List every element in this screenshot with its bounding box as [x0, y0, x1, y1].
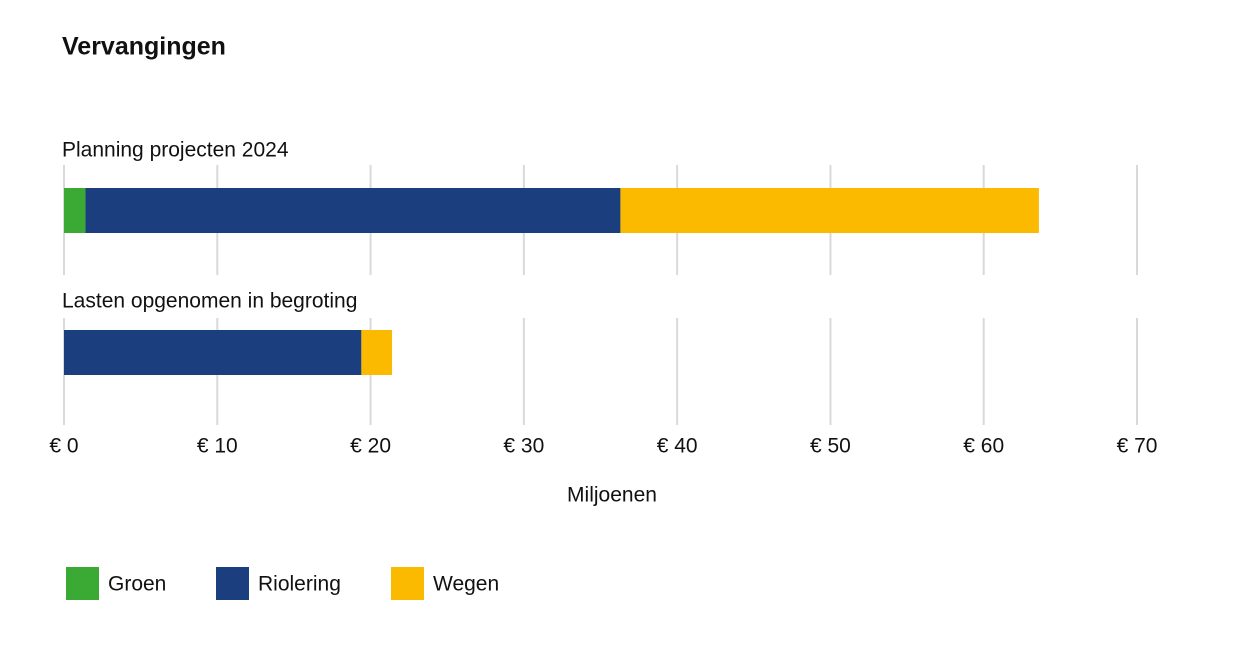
x-tick-label: € 30: [503, 435, 544, 458]
x-tick-label: € 60: [963, 435, 1004, 458]
x-tick-label: € 40: [657, 435, 698, 458]
bar-segment: [85, 188, 621, 233]
bar-segment: [361, 330, 393, 375]
legend-label: Wegen: [433, 573, 499, 596]
bar-segment: [64, 330, 362, 375]
x-tick-label: € 70: [1117, 435, 1158, 458]
legend-swatch: [66, 567, 99, 600]
x-tick-label: € 20: [350, 435, 391, 458]
chart-title: Vervangingen: [62, 33, 226, 61]
legend-label: Groen: [108, 573, 166, 596]
category-label: Lasten opgenomen in begroting: [62, 290, 357, 313]
legend-label: Riolering: [258, 573, 341, 596]
legend-swatch: [216, 567, 249, 600]
x-axis-label: Miljoenen: [567, 484, 657, 507]
bar-segment: [64, 188, 86, 233]
x-tick-label: € 0: [49, 435, 78, 458]
legend-swatch: [391, 567, 424, 600]
bar-segment: [620, 188, 1039, 233]
x-tick-label: € 50: [810, 435, 851, 458]
category-label: Planning projecten 2024: [62, 139, 289, 162]
x-tick-label: € 10: [197, 435, 238, 458]
